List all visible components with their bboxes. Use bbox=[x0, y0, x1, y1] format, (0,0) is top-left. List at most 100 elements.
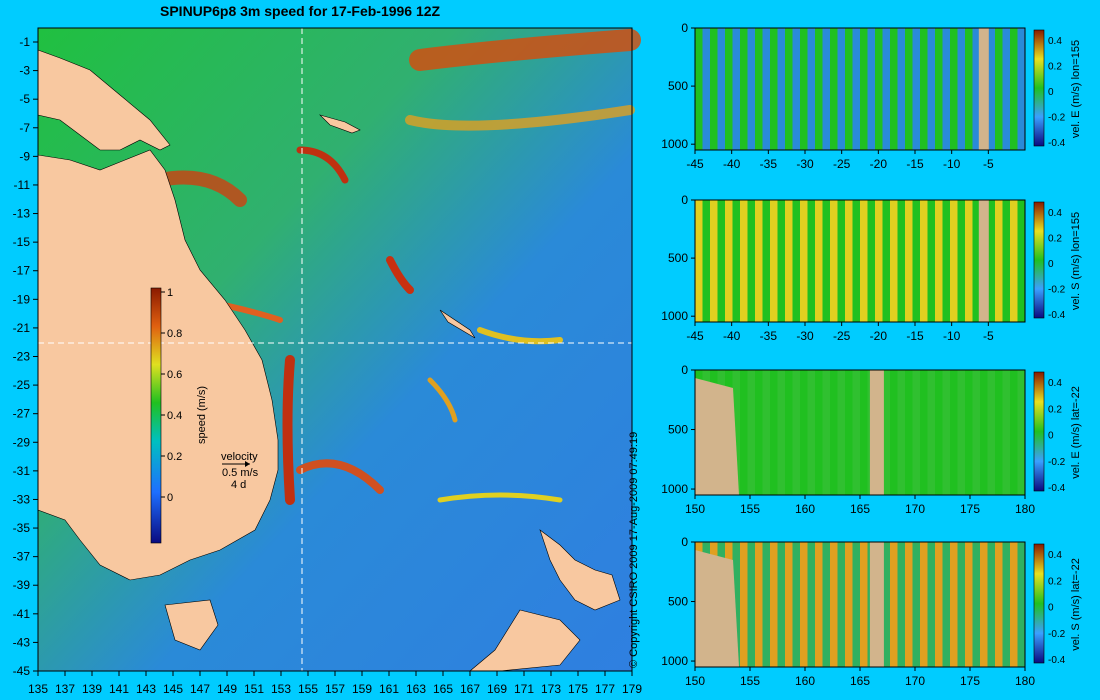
section-field-column bbox=[897, 542, 906, 667]
section-field-column bbox=[830, 542, 838, 667]
section-field-column bbox=[890, 28, 898, 150]
new-zealand-north bbox=[539, 529, 621, 611]
section-field-column bbox=[950, 200, 958, 322]
section-field-column bbox=[770, 370, 778, 495]
section-y-tick-label: 1000 bbox=[661, 654, 688, 668]
section-field-column bbox=[822, 542, 831, 667]
section-field-column bbox=[882, 370, 891, 495]
section-colorbar bbox=[1033, 29, 1045, 147]
section-field-column bbox=[702, 28, 711, 150]
section-field-column bbox=[740, 370, 748, 495]
section-field-column bbox=[1002, 200, 1011, 322]
section-x-tick-label: 165 bbox=[850, 502, 870, 516]
section-field-column bbox=[755, 28, 763, 150]
section-field-column bbox=[785, 28, 793, 150]
map-lon-tick-label: 167 bbox=[460, 682, 480, 696]
section-land bbox=[978, 200, 989, 322]
section-field-column bbox=[852, 542, 861, 667]
velocity-key: velocity 0.5 m/s 4 d bbox=[221, 451, 259, 491]
section-field-column bbox=[987, 542, 996, 667]
section-field-column bbox=[762, 200, 771, 322]
section-field-column bbox=[897, 200, 906, 322]
section-colorbar-tick-label: -0.4 bbox=[1048, 483, 1066, 494]
section-field-column bbox=[770, 200, 778, 322]
map-lon-tick-label: 157 bbox=[325, 682, 345, 696]
section-field-column bbox=[1002, 542, 1011, 667]
section-field-column bbox=[965, 28, 973, 150]
section-colorbar-tick-label: 0.2 bbox=[1048, 404, 1062, 415]
section-field-column bbox=[1017, 28, 1026, 150]
section-x-tick-label: 150 bbox=[685, 674, 705, 688]
section-x-tick-label: -30 bbox=[796, 329, 814, 343]
section-field-column bbox=[800, 370, 808, 495]
speed-colorbar-label: speed (m/s) bbox=[196, 386, 208, 444]
section-field-column bbox=[875, 28, 883, 150]
section-field-column bbox=[972, 200, 981, 322]
section-x-tick-label: -5 bbox=[983, 157, 994, 171]
section-field-column bbox=[800, 542, 808, 667]
section-field-column bbox=[867, 200, 876, 322]
map-lat-tick-label: -33 bbox=[13, 492, 31, 506]
section-field-column bbox=[837, 542, 846, 667]
section-field-column bbox=[890, 370, 898, 495]
section-field-column bbox=[837, 370, 846, 495]
map-lat-tick-label: -29 bbox=[13, 435, 31, 449]
section-field-column bbox=[905, 200, 913, 322]
speed-colorbar-tick-label: 0.4 bbox=[167, 410, 182, 422]
map-lon-tick-label: 145 bbox=[163, 682, 183, 696]
map-lon-tick-label: 137 bbox=[55, 682, 75, 696]
section-field-column bbox=[785, 370, 793, 495]
section-field-column bbox=[1010, 28, 1018, 150]
section-field-column bbox=[957, 28, 966, 150]
section-field-column bbox=[725, 28, 733, 150]
section-field-column bbox=[777, 28, 786, 150]
section-field-column bbox=[972, 542, 981, 667]
section-field-column bbox=[1010, 542, 1018, 667]
map-lon-tick-label: 161 bbox=[379, 682, 399, 696]
section-field-column bbox=[807, 200, 816, 322]
map-lat-tick-label: -23 bbox=[13, 350, 31, 364]
velocity-key-title: velocity bbox=[221, 451, 258, 463]
section-y-tick-label: 500 bbox=[668, 595, 688, 609]
map-lat-tick-label: -15 bbox=[13, 235, 31, 249]
map-lon-ticks: 135 137 139 141 143 145 147 149 151 153 155 157 159 1… bbox=[28, 671, 642, 696]
section-field-column bbox=[882, 200, 891, 322]
page-title: SPINUP6p8 3m speed for 17-Feb-1996 12Z bbox=[160, 3, 441, 19]
map-lon-tick-label: 151 bbox=[244, 682, 264, 696]
section-field-column bbox=[837, 200, 846, 322]
section-colorbar-tick-label: -0.2 bbox=[1048, 457, 1066, 468]
section-frame bbox=[694, 199, 1026, 323]
map-lat-tick-label: -27 bbox=[13, 407, 31, 421]
section-y-tick-label: 1000 bbox=[661, 309, 688, 323]
section-field-column bbox=[860, 28, 868, 150]
section-field-column bbox=[942, 370, 951, 495]
section-field-column bbox=[815, 542, 823, 667]
section-x-tick-label: 180 bbox=[1015, 502, 1035, 516]
map-lat-tick-label: -17 bbox=[13, 264, 31, 278]
speed-colorbar-tick-label: 0.8 bbox=[167, 328, 182, 340]
map-lon-tick-label: 179 bbox=[622, 682, 642, 696]
section-field-column bbox=[950, 370, 958, 495]
section-colorbar-tick-label: 0 bbox=[1048, 87, 1054, 98]
section-field-column bbox=[965, 542, 973, 667]
section-field-column bbox=[762, 542, 771, 667]
section-field-column bbox=[852, 28, 861, 150]
section-colorbar-label: vel. S (m/s) lon=155 bbox=[1070, 212, 1082, 310]
map-lon-tick-label: 163 bbox=[406, 682, 426, 696]
section-y-tick-label: 0 bbox=[681, 193, 688, 207]
section-colorbar-tick-label: -0.4 bbox=[1048, 310, 1066, 321]
section-x-tick-label: -30 bbox=[796, 157, 814, 171]
section-colorbar bbox=[1033, 543, 1045, 664]
velocity-key-scale: 0.5 m/s bbox=[222, 467, 259, 479]
map-lat-tick-label: -45 bbox=[13, 664, 31, 678]
solomon-islands bbox=[318, 114, 361, 134]
section-x-tick-label: -20 bbox=[870, 157, 888, 171]
section-field-column bbox=[845, 542, 853, 667]
section-field-column bbox=[792, 28, 801, 150]
section-field-column bbox=[762, 28, 771, 150]
section-colorbar-label: vel. S (m/s) lat=-22 bbox=[1070, 558, 1082, 651]
section-y-tick-label: 500 bbox=[668, 251, 688, 265]
section-field-column bbox=[822, 200, 831, 322]
section-field-column bbox=[890, 542, 898, 667]
section-x-tick-label: -40 bbox=[723, 329, 741, 343]
